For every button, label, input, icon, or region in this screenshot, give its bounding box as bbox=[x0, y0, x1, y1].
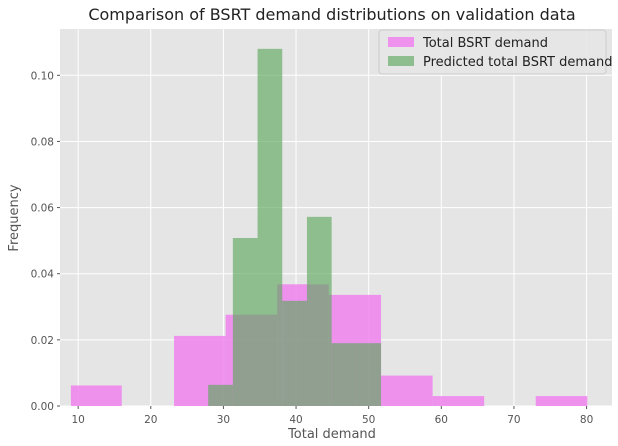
y-axis-label: Frequency bbox=[7, 184, 22, 251]
legend-label: Predicted total BSRT demand bbox=[423, 55, 613, 70]
x-tick-label: 80 bbox=[580, 414, 593, 426]
histogram-bar-series-2 bbox=[232, 238, 258, 406]
y-tick-label: 0.02 bbox=[31, 335, 54, 347]
x-tick-label: 20 bbox=[144, 414, 157, 426]
histogram-bar-series-1 bbox=[381, 375, 433, 406]
x-tick-label: 40 bbox=[289, 414, 302, 426]
histogram-bar-series-2 bbox=[356, 343, 382, 406]
y-tick-label: 0.06 bbox=[31, 203, 55, 215]
y-tick-label: 0.10 bbox=[31, 70, 54, 82]
histogram-bar-series-1 bbox=[535, 396, 588, 406]
histogram-bar-series-1 bbox=[70, 385, 122, 406]
x-axis-label: Total demand bbox=[287, 427, 376, 442]
histogram-bar-series-2 bbox=[208, 384, 233, 406]
y-tick-label: 0.00 bbox=[31, 401, 54, 413]
y-tick-label: 0.04 bbox=[31, 269, 55, 281]
x-axis-ticks: 10 20 30 40 50 60 70 80 bbox=[71, 406, 593, 426]
histogram-bar-series-2 bbox=[282, 300, 307, 406]
histogram-bar-series-2 bbox=[257, 48, 283, 407]
x-tick-label: 10 bbox=[71, 414, 84, 426]
x-tick-label: 70 bbox=[507, 414, 520, 426]
histogram-bars bbox=[70, 48, 588, 407]
chart-title: Comparison of BSRT demand distributions … bbox=[88, 5, 575, 24]
x-tick-label: 60 bbox=[435, 414, 448, 426]
legend-swatch bbox=[388, 56, 414, 66]
legend-box bbox=[378, 29, 607, 75]
histogram-bar-series-2 bbox=[331, 343, 357, 406]
legend-swatch bbox=[388, 37, 414, 47]
legend-label: Total BSRT demand bbox=[422, 36, 548, 51]
y-axis-ticks: 0.00 0.02 0.04 0.06 0.08 0.10 bbox=[31, 70, 60, 413]
histogram-bar-series-2 bbox=[306, 216, 332, 406]
legend: Total BSRT demand Predicted total BSRT de… bbox=[378, 29, 613, 75]
x-tick-label: 30 bbox=[217, 414, 230, 426]
y-tick-label: 0.08 bbox=[31, 136, 54, 148]
x-tick-label: 50 bbox=[362, 414, 375, 426]
histogram-bar-series-1 bbox=[432, 396, 485, 406]
